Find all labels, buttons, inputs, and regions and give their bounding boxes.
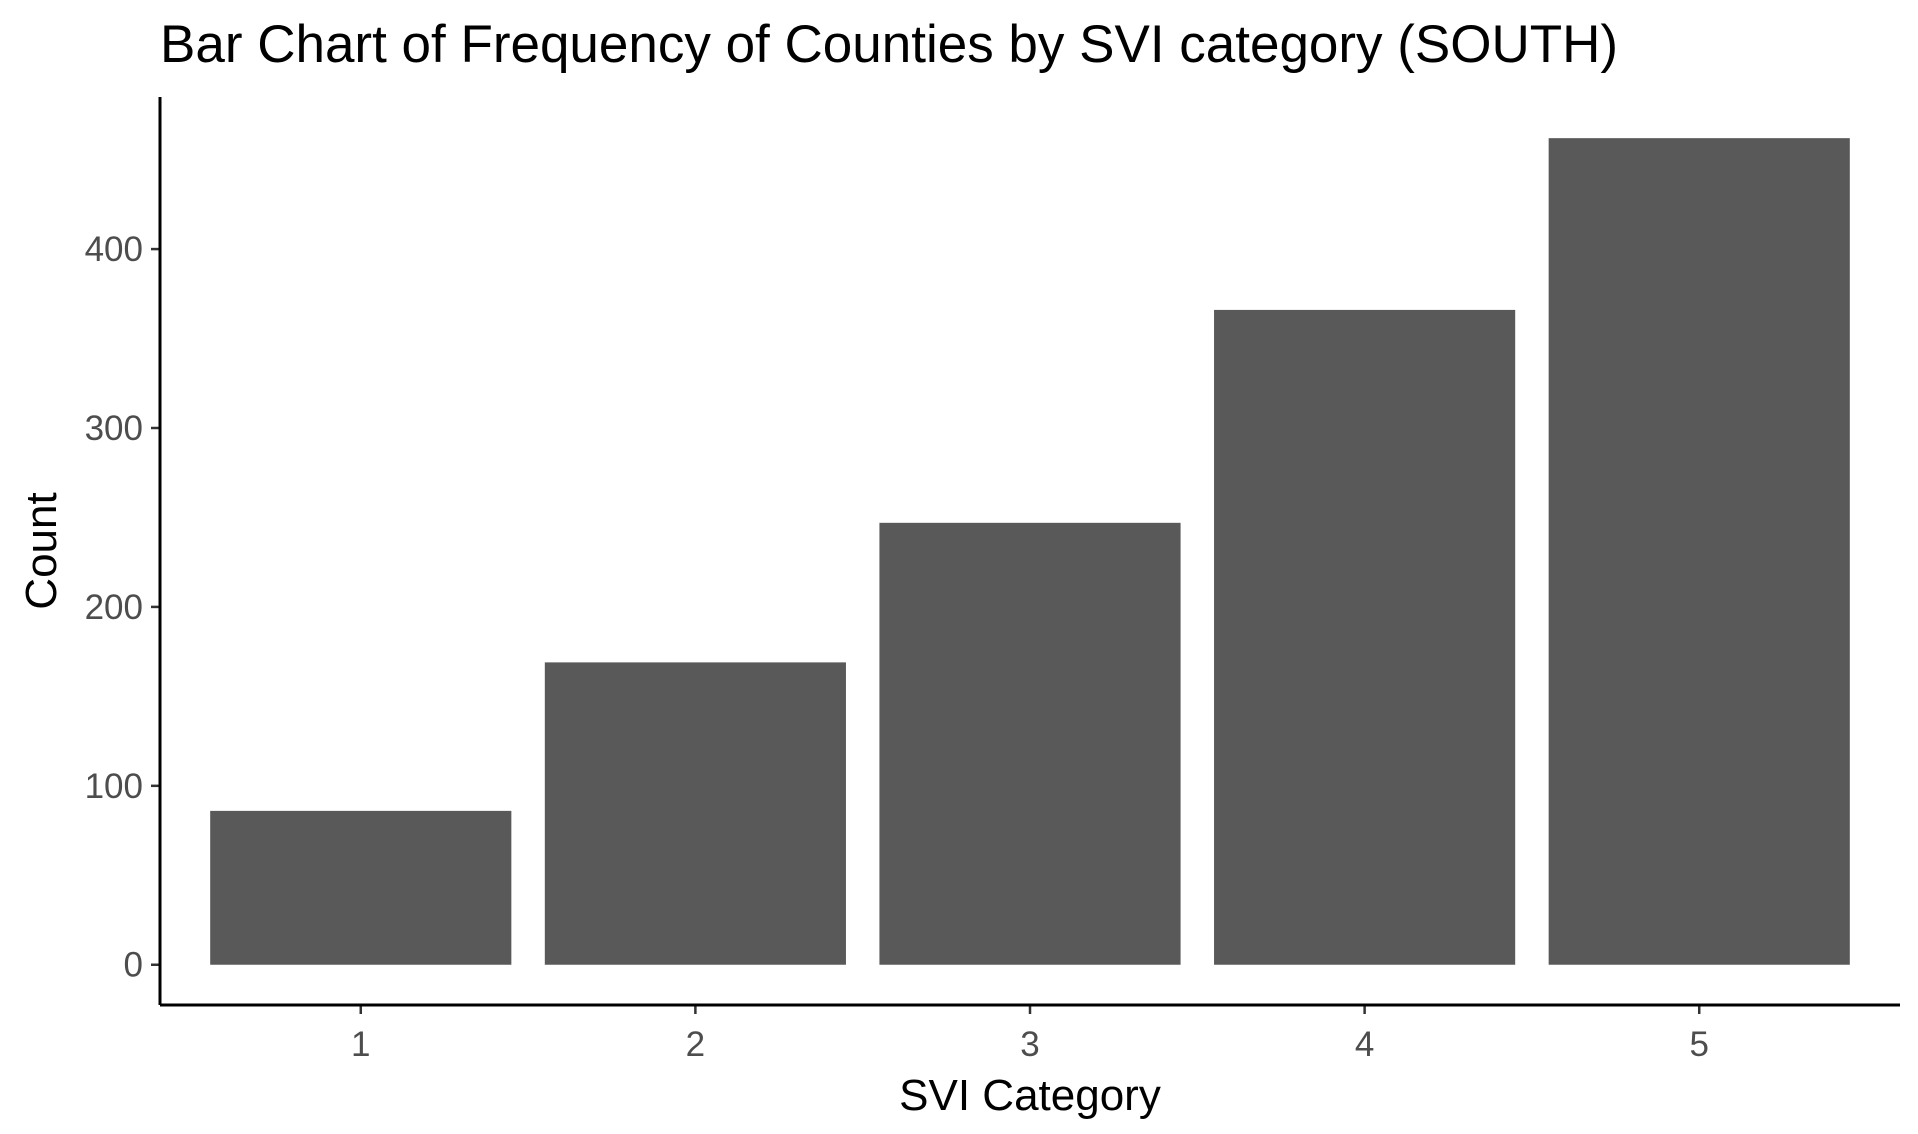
y-tick-label-400: 400 xyxy=(85,230,143,269)
y-tick-label-0: 0 xyxy=(124,946,143,985)
y-tick-label-200: 200 xyxy=(85,588,143,627)
bar-5 xyxy=(1548,138,1850,965)
x-tick-label-3: 3 xyxy=(1020,1025,1039,1064)
bar-4 xyxy=(1214,309,1516,965)
bar-3 xyxy=(879,522,1181,965)
x-tick-label-4: 4 xyxy=(1355,1025,1374,1064)
x-tick-label-2: 2 xyxy=(686,1025,705,1064)
x-axis-title: SVI Category xyxy=(899,1071,1161,1120)
x-tick-label-5: 5 xyxy=(1689,1025,1708,1064)
y-tick-label-100: 100 xyxy=(85,767,143,806)
y-tick-label-300: 300 xyxy=(85,409,143,448)
plot-area: 0 100 200 300 400 1 2 3 4 5 xyxy=(85,97,1900,1064)
y-axis-title: Count xyxy=(17,492,66,609)
y-axis-ticks: 0 100 200 300 400 xyxy=(85,230,160,985)
bar-1 xyxy=(210,810,512,965)
chart-title: Bar Chart of Frequency of Counties by SV… xyxy=(160,15,1618,74)
bars xyxy=(210,138,1850,965)
x-tick-label-1: 1 xyxy=(351,1025,370,1064)
x-axis-ticks: 1 2 3 4 5 xyxy=(351,1005,1709,1064)
bar-2 xyxy=(544,662,846,965)
